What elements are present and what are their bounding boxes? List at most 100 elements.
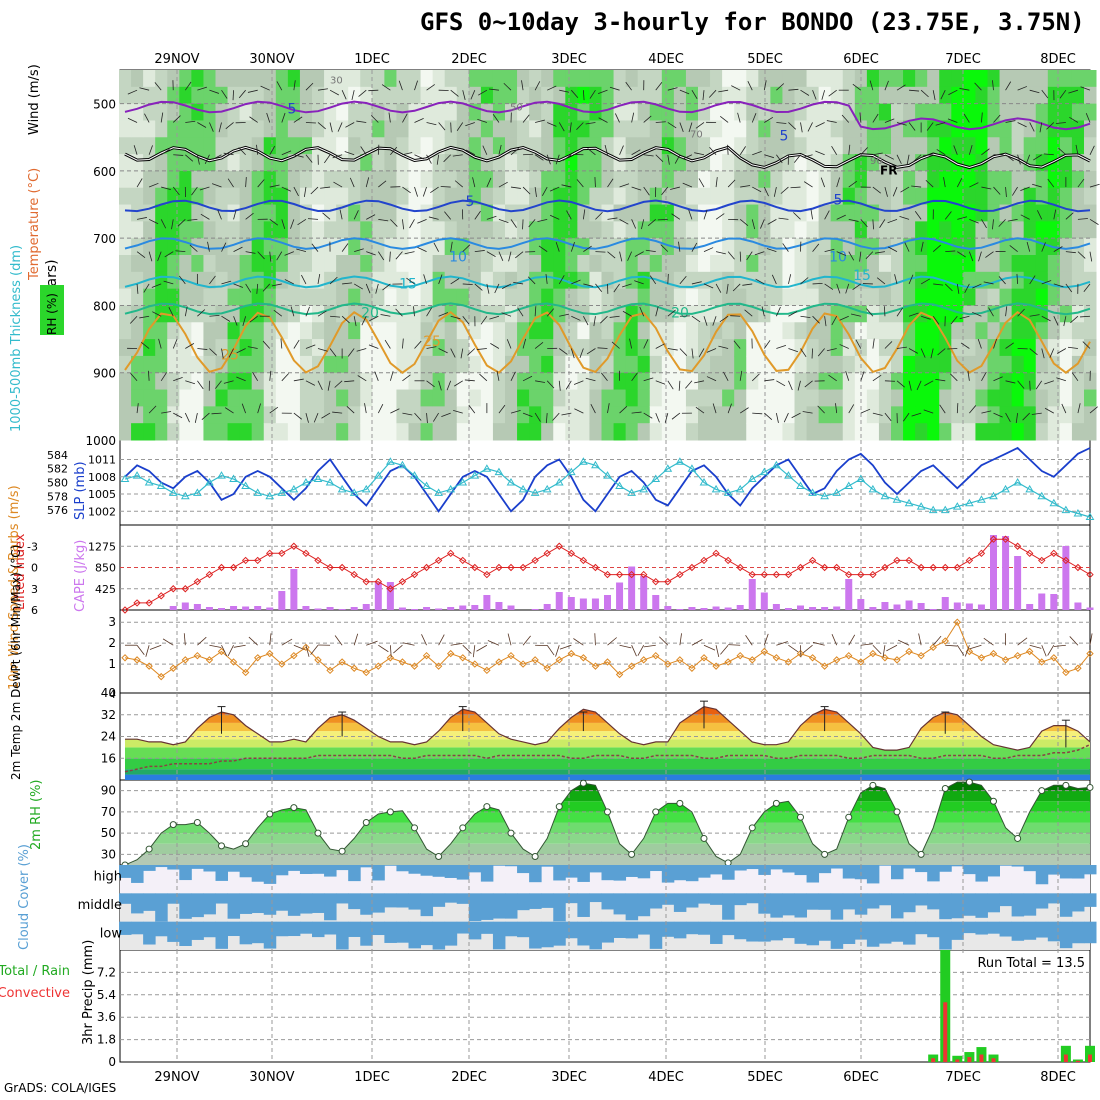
rh-cell	[143, 271, 156, 290]
rh-cell	[878, 86, 892, 105]
wind-barb	[545, 413, 548, 424]
rh-cell	[1011, 305, 1025, 323]
thickness-marker	[542, 484, 552, 493]
wind-barb	[715, 251, 726, 255]
rh-cell	[637, 423, 651, 441]
rh-cell	[999, 187, 1013, 206]
rh-cell	[842, 372, 856, 391]
rh-cell	[119, 389, 132, 407]
wind-barb	[430, 186, 439, 193]
cape-bar	[845, 579, 853, 610]
rh-cell	[601, 255, 614, 273]
rh-cell	[758, 86, 771, 105]
rh-cell	[903, 355, 916, 374]
rh-cell	[505, 372, 518, 391]
rh-cell	[480, 70, 494, 88]
wind-speed-marker	[700, 654, 708, 662]
rh-cell	[336, 355, 349, 374]
rh-cell	[818, 187, 832, 206]
wind-barb	[450, 241, 453, 252]
cape-bar	[579, 598, 587, 610]
wind-barb-10m	[659, 636, 669, 646]
rh-cell	[541, 170, 554, 189]
rh-cell	[155, 238, 168, 256]
wind-barb	[703, 247, 714, 253]
wind-barb	[215, 380, 222, 389]
wind-barb	[764, 154, 774, 159]
wind-barb	[479, 373, 488, 382]
wind-barb	[317, 380, 323, 390]
pressure-tick: 1000	[85, 434, 116, 448]
rh-cell	[746, 103, 759, 121]
rh-cell	[1084, 70, 1097, 88]
cape-bar	[218, 608, 225, 610]
rh-cell	[710, 406, 723, 424]
cloud-bar	[167, 865, 180, 870]
cloud-bar	[794, 893, 807, 918]
rh-cell	[227, 204, 241, 222]
rh-cell	[770, 389, 783, 407]
rh-cell	[842, 305, 856, 323]
cloud-bar	[710, 893, 723, 905]
rh-cell	[505, 187, 518, 206]
wind-barb	[245, 283, 252, 293]
wind-barb	[506, 339, 512, 349]
wind-barb	[793, 212, 801, 220]
wind-barb	[256, 283, 259, 294]
cloud-bar	[1035, 893, 1049, 909]
rh-cell	[903, 170, 916, 189]
wind-speed-marker	[1013, 651, 1022, 660]
rh-cell	[263, 170, 277, 189]
cloud-bar	[348, 893, 361, 910]
wind-barb	[815, 150, 825, 156]
wind-speed-marker	[519, 660, 527, 668]
wind-speed-marker	[832, 656, 841, 664]
rh-cell	[577, 170, 590, 189]
rh-cell	[565, 322, 578, 340]
rh-cell	[903, 389, 916, 407]
rh-cell	[1023, 255, 1037, 273]
cloud-bar	[529, 865, 542, 883]
wind-barb	[333, 181, 343, 188]
rh-cell	[758, 170, 771, 189]
cloud-bar	[673, 893, 687, 912]
wind-barb	[655, 306, 659, 317]
rh-cell	[119, 221, 132, 239]
rh-cell	[746, 423, 759, 441]
cloud-bar	[685, 921, 699, 935]
wind-barb	[694, 380, 705, 384]
rh-cell	[251, 372, 265, 391]
cloud-bar	[987, 865, 1000, 877]
rh-cell	[553, 221, 566, 239]
wind-barb-10m	[956, 645, 965, 656]
rh-cell	[372, 255, 385, 273]
wind-barb	[136, 178, 143, 188]
wind-barb	[1017, 380, 1025, 389]
rh-cell	[299, 187, 313, 206]
rh-cell	[951, 221, 964, 239]
slp-tick: 1002	[88, 505, 116, 518]
rh-cell	[710, 305, 723, 323]
cape-bar	[1050, 594, 1058, 610]
rh-cell	[203, 255, 216, 273]
wind-speed-marker	[410, 662, 419, 670]
wind-barb	[969, 218, 979, 224]
rh-cell	[903, 103, 916, 121]
rh-cell	[348, 288, 361, 306]
rh-cell	[167, 271, 180, 290]
cloud-bar	[613, 893, 627, 915]
rh-cell	[1035, 170, 1049, 189]
rh-cell	[529, 406, 542, 424]
thickness-marker	[916, 502, 926, 510]
rh-cell	[553, 423, 566, 441]
rh-cell	[951, 70, 964, 88]
rh-cell	[951, 389, 964, 407]
lifted-index-marker	[229, 563, 238, 572]
thickness-marker	[615, 481, 624, 489]
rh-cell	[312, 221, 325, 239]
wind-barb	[221, 242, 227, 252]
rh-cell	[685, 423, 699, 441]
cape-bar	[929, 609, 937, 610]
rh-cell	[710, 170, 723, 189]
wind-barb	[301, 274, 307, 285]
